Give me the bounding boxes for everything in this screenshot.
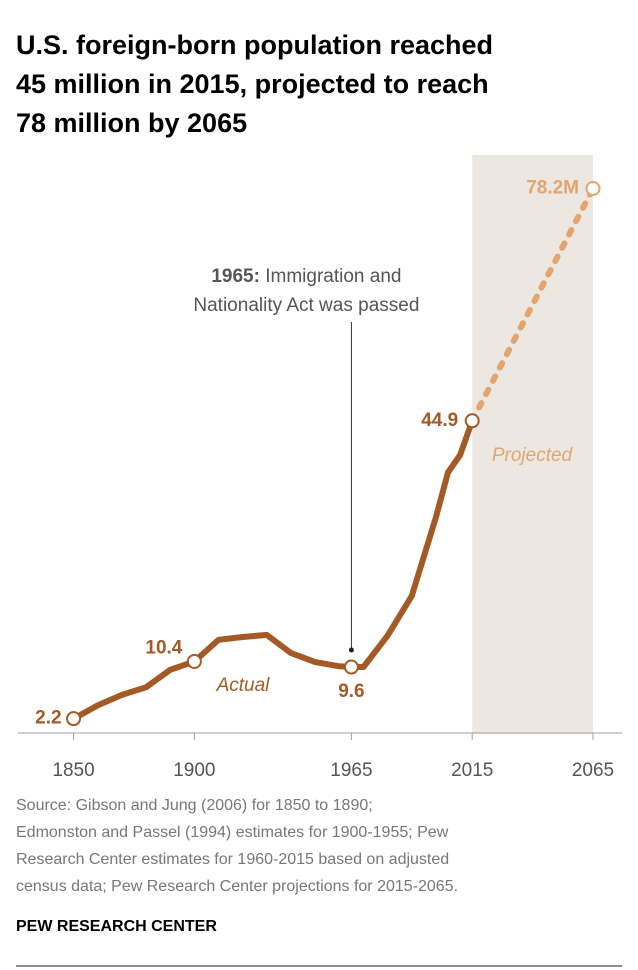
x-tick-label: 2015 — [451, 760, 493, 781]
x-tick-label: 1850 — [52, 760, 94, 781]
data-point — [343, 659, 359, 675]
source-note: Research Center estimates for 1960-2015 … — [16, 851, 449, 868]
series-label: Actual — [216, 675, 271, 696]
series-label: Projected — [492, 445, 574, 466]
projection-shade — [472, 155, 594, 734]
data-label: 78.2M — [526, 177, 579, 198]
annotation-text: Nationality Act was passed — [193, 295, 419, 316]
data-point — [464, 413, 480, 429]
data-point — [585, 180, 601, 196]
chart-title: 45 million in 2015, projected to reach — [16, 69, 489, 99]
source-note: Edmonston and Passel (1994) estimates fo… — [16, 824, 449, 841]
data-label: 9.6 — [338, 681, 364, 702]
chart-title: U.S. foreign-born population reached — [16, 30, 493, 60]
x-tick-label: 2065 — [572, 760, 614, 781]
series-line — [70, 417, 476, 722]
x-tick-label: 1900 — [173, 760, 215, 781]
source-note: Source: Gibson and Jung (2006) for 1850 … — [16, 797, 373, 814]
chart-title: 78 million by 2065 — [16, 108, 247, 138]
annotation-bold: 1965: — [211, 266, 260, 287]
data-point — [186, 653, 202, 669]
annotation-dot — [348, 647, 354, 653]
brand: PEW RESEARCH CENTER — [16, 918, 217, 935]
x-tick-label: 1965 — [330, 760, 372, 781]
annotation-line-text: Immigration and — [265, 266, 401, 287]
annotation-text: 1965: Immigration and — [211, 266, 401, 287]
data-label: 44.9 — [421, 410, 458, 431]
series-line — [469, 185, 596, 424]
data-label: 10.4 — [145, 637, 182, 658]
data-label: 2.2 — [35, 708, 61, 729]
source-note: census data; Pew Research Center project… — [16, 878, 458, 895]
data-point — [66, 711, 82, 727]
